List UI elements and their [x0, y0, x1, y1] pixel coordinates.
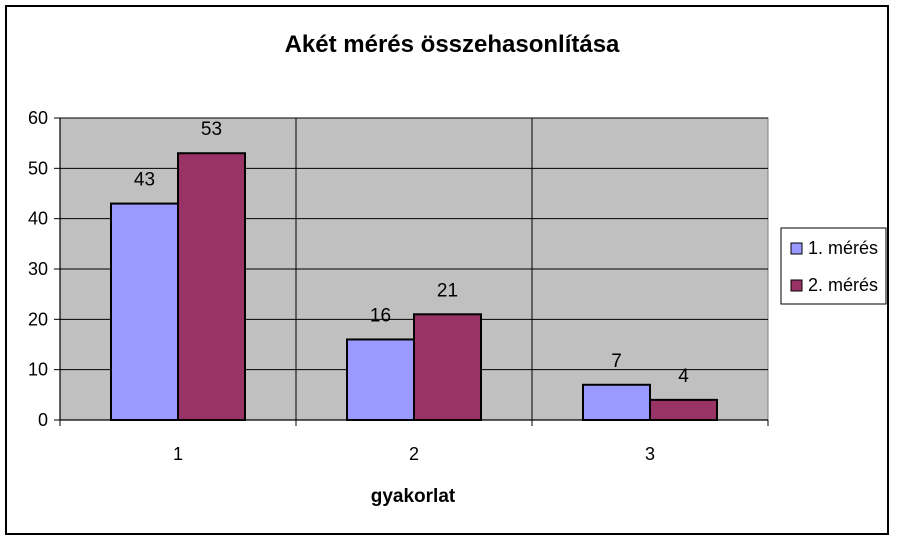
- legend-label-series-2: 2. mérés: [808, 275, 878, 295]
- data-label-2-series-1: 16: [370, 305, 391, 326]
- x-axis-label: gyakorlat: [371, 486, 456, 507]
- bar-3-series-2: [649, 398, 718, 422]
- legend-swatch-series-1: [790, 242, 803, 255]
- legend-swatch-series-2: [790, 279, 803, 292]
- legend: 1. mérés 2. mérés: [780, 227, 887, 305]
- y-tick-label-10: 10: [28, 360, 48, 380]
- bar-1-series-1: [110, 202, 179, 421]
- y-tick-label-50: 50: [28, 158, 48, 178]
- data-label-2-series-2: 21: [437, 280, 458, 301]
- axes: [54, 117, 769, 426]
- data-label-1-series-2: 53: [201, 119, 222, 140]
- bars: [110, 152, 718, 422]
- y-tick-label-60: 60: [28, 108, 48, 128]
- bar-2-series-1: [346, 338, 415, 422]
- y-tick-label-40: 40: [28, 209, 48, 229]
- y-tick-label-30: 30: [28, 259, 48, 279]
- legend-label-series-1: 1. mérés: [808, 238, 878, 258]
- data-label-3-series-2: 4: [678, 366, 689, 387]
- y-tick-label-0: 0: [38, 410, 48, 430]
- y-tick-label-20: 20: [28, 309, 48, 329]
- data-label-1-series-1: 43: [134, 170, 155, 191]
- chart-title: Akét mérés összehasonlítása: [285, 31, 620, 58]
- x-tick-label-3: 3: [645, 444, 655, 464]
- x-tick-label-2: 2: [409, 444, 419, 464]
- bar-3-series-1: [582, 383, 651, 421]
- bar-2-series-2: [413, 313, 482, 421]
- data-label-3-series-1: 7: [611, 351, 622, 372]
- bar-1-series-2: [177, 152, 246, 421]
- data-labels: 43 53 16 21 7 4: [134, 119, 689, 387]
- tick-labels: 0 10 20 30 40 50 60 1 2 3: [28, 108, 655, 464]
- x-tick-label-1: 1: [173, 444, 183, 464]
